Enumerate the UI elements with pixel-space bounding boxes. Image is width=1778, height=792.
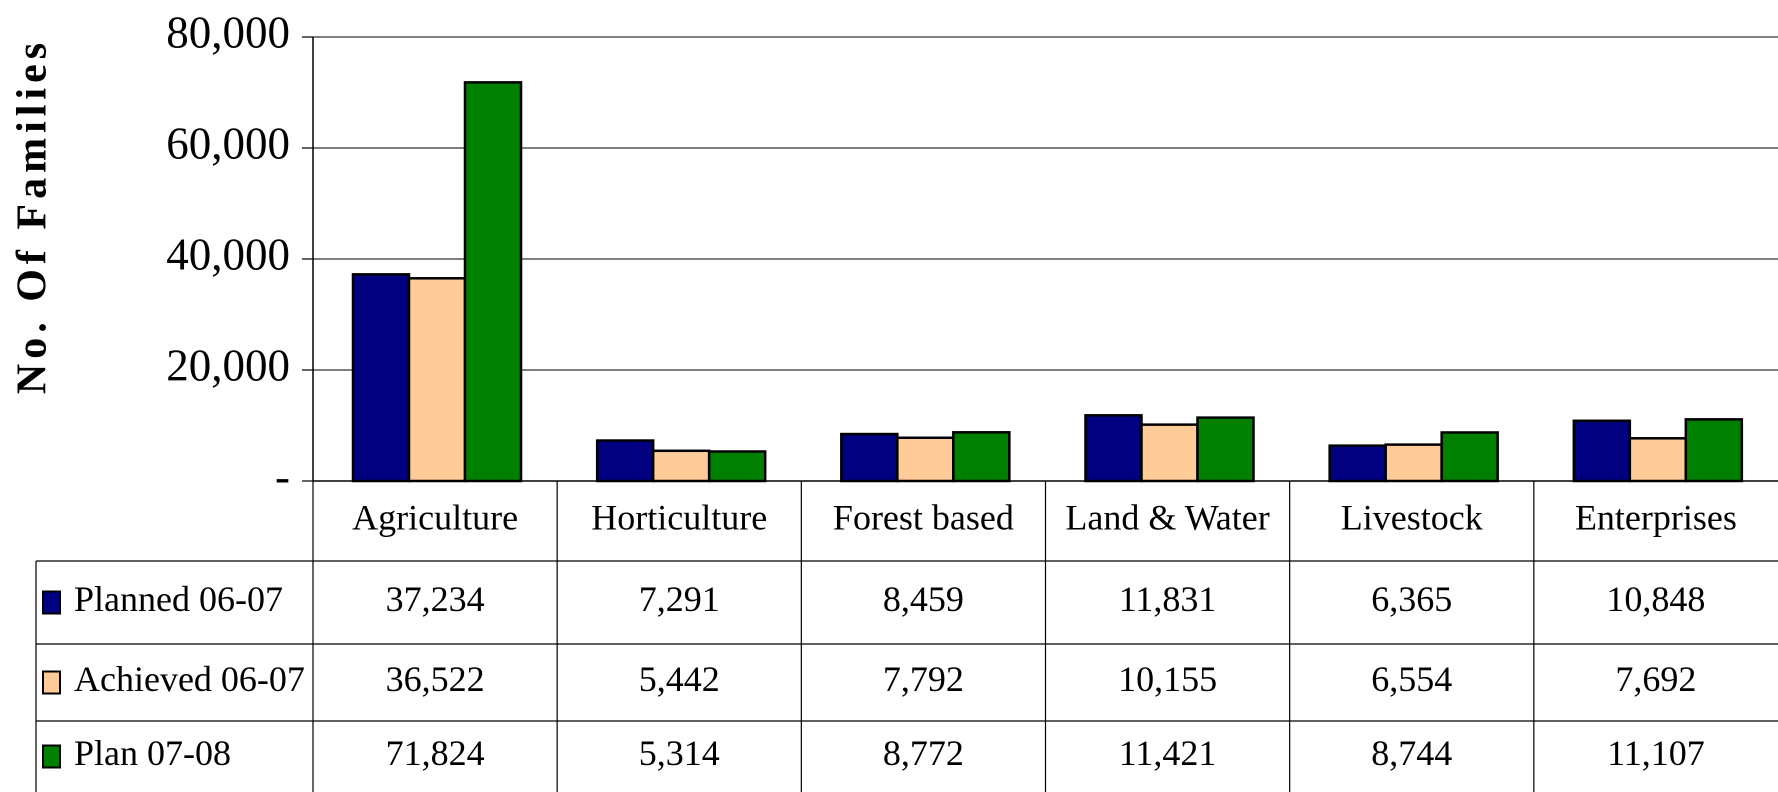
legend-label: Plan 07-08 [74, 733, 231, 773]
x-tick-label: Agriculture [352, 497, 518, 537]
table-cell: 71,824 [386, 733, 485, 773]
table-cell: 5,314 [639, 733, 720, 773]
y-tick-label: - [275, 451, 290, 501]
bar [351, 273, 411, 483]
table-cell: 10,848 [1606, 579, 1705, 619]
x-tick-label: Forest based [833, 497, 1014, 537]
bar [463, 81, 523, 483]
legend-swatch [42, 670, 61, 695]
bar [1572, 419, 1632, 483]
table-cell: 6,365 [1371, 579, 1452, 619]
x-tick-label: Horticulture [591, 497, 767, 537]
table-cell: 8,744 [1371, 733, 1452, 773]
bar [407, 277, 467, 483]
legend-label: Planned 06-07 [74, 579, 283, 619]
bar [1084, 414, 1143, 483]
bar [707, 450, 767, 483]
legend-swatch [42, 590, 61, 615]
x-tick-label: Land & Water [1065, 497, 1269, 537]
table-cell: 37,234 [386, 579, 485, 619]
bar [1684, 418, 1744, 483]
table-cell: 8,459 [883, 579, 964, 619]
bar [1140, 423, 1199, 483]
legend-label: Achieved 06-07 [74, 659, 305, 699]
table-cell: 10,155 [1118, 659, 1217, 699]
y-tick-label: 20,000 [166, 340, 290, 390]
table-cell: 7,692 [1615, 659, 1696, 699]
table-cell: 11,421 [1119, 733, 1217, 773]
bar [651, 449, 711, 483]
x-tick-label: Enterprises [1575, 497, 1737, 537]
table-cell: 5,442 [639, 659, 720, 699]
table-cell: 11,107 [1607, 733, 1705, 773]
bar [1628, 437, 1688, 483]
table-cell: 36,522 [386, 659, 485, 699]
bar [840, 432, 899, 483]
x-tick-label: Livestock [1341, 497, 1483, 537]
table-cell: 7,792 [883, 659, 964, 699]
bar [1196, 416, 1255, 483]
y-tick-label: 80,000 [166, 7, 290, 57]
table-cell: 6,554 [1371, 659, 1452, 699]
y-axis-label: No. Of Families [10, 38, 56, 394]
y-tick-label: 40,000 [166, 229, 290, 279]
bar [952, 431, 1011, 483]
bar [1384, 443, 1443, 483]
table-cell: 8,772 [883, 733, 964, 773]
legend-swatch [42, 744, 61, 769]
bar [896, 436, 955, 483]
y-tick-label: 60,000 [166, 118, 290, 168]
bar [595, 439, 655, 483]
table-cell: 7,291 [639, 579, 720, 619]
table-cell: 11,831 [1119, 579, 1217, 619]
bar [1440, 431, 1499, 483]
bar [1328, 444, 1387, 483]
